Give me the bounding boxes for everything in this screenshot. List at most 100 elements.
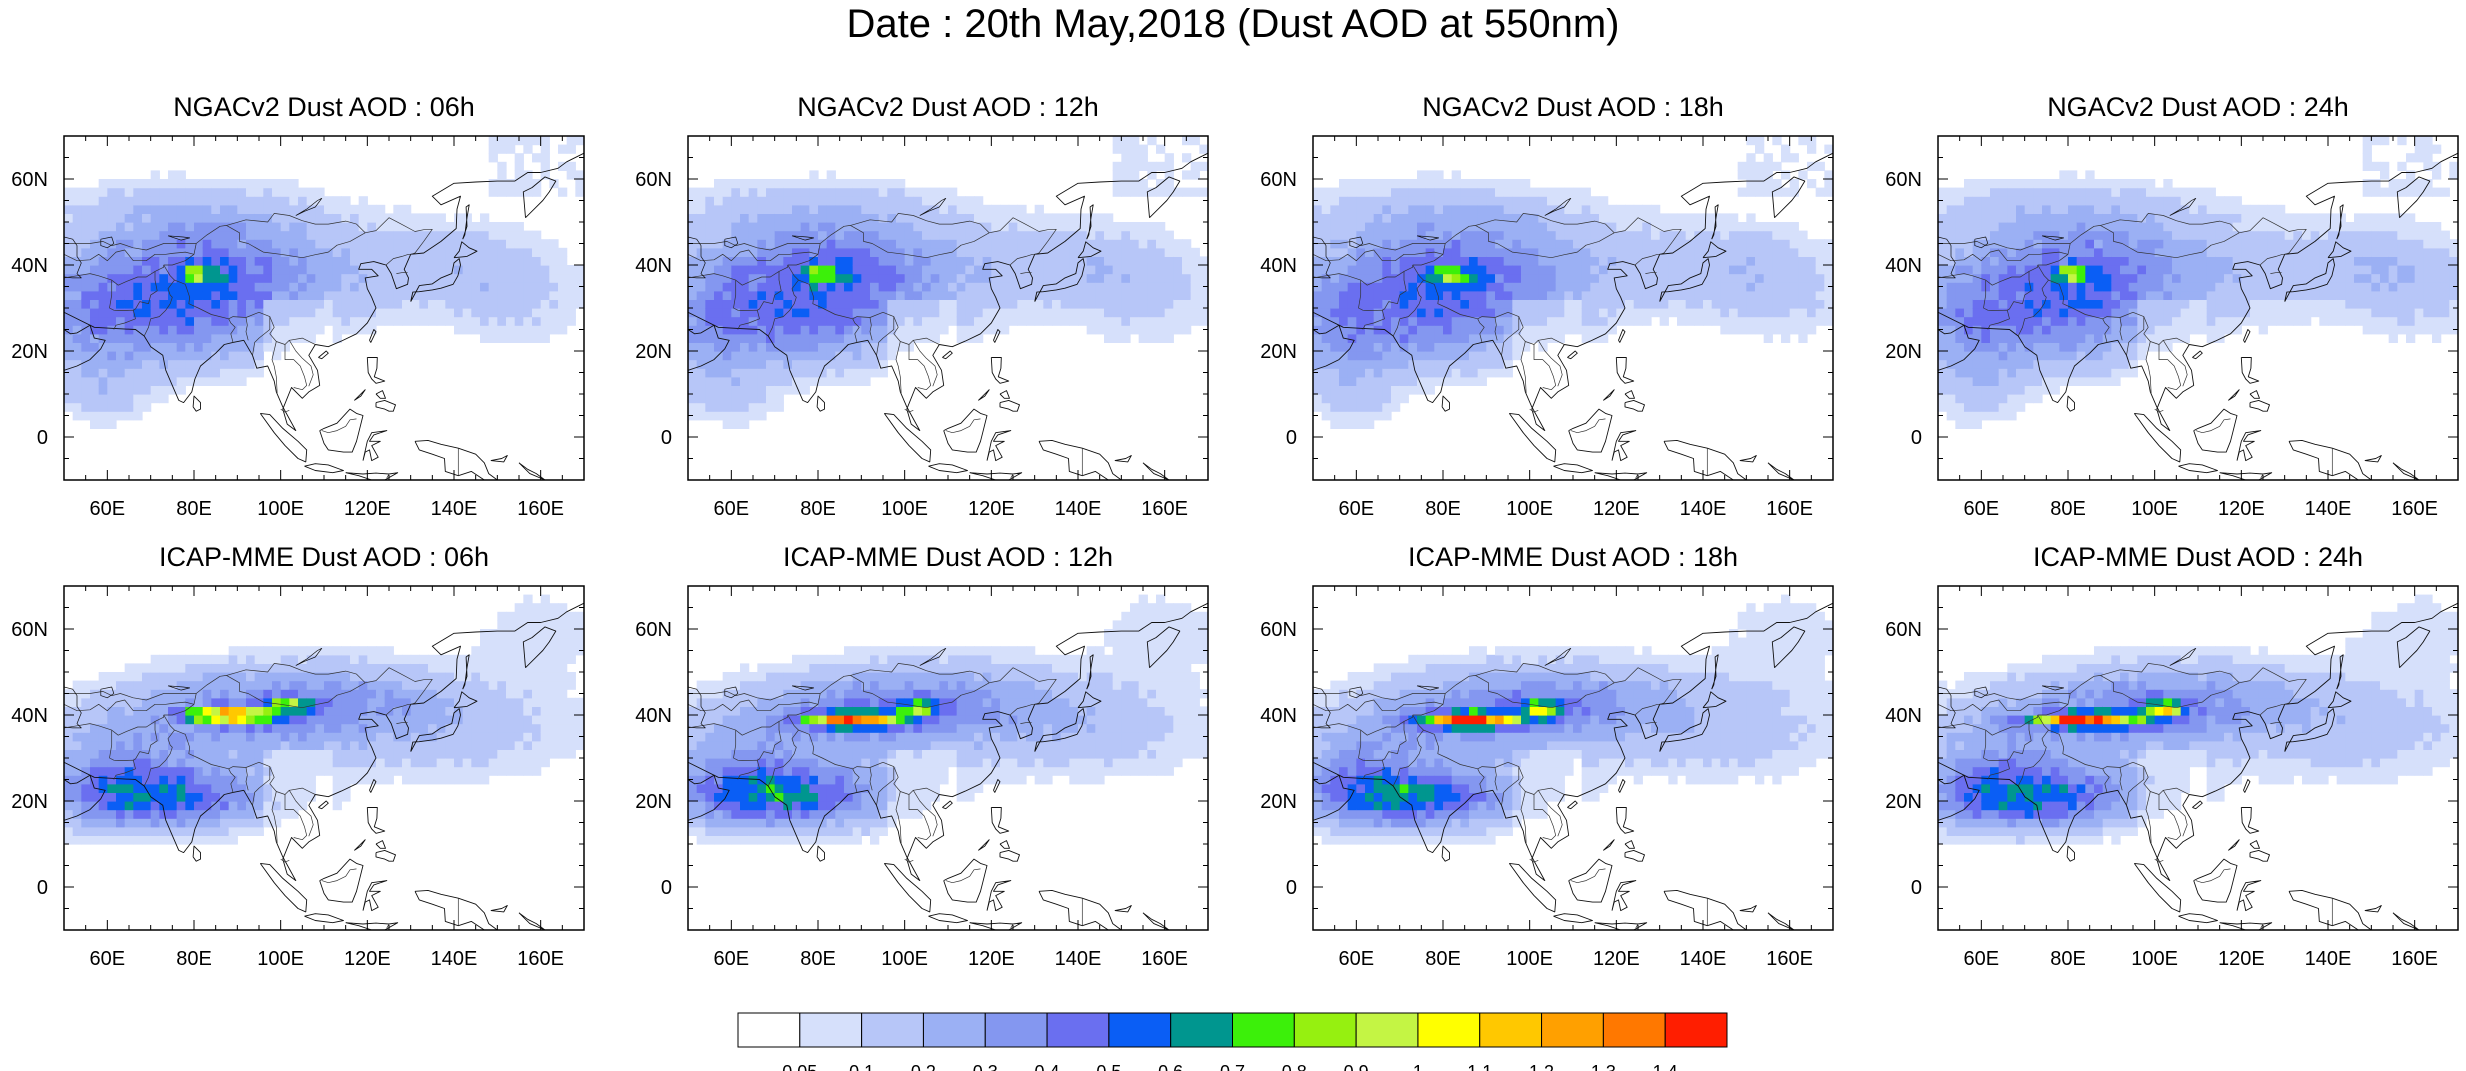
lat-tick-label: 40N <box>1260 705 1297 727</box>
colorbar-swatch <box>1293 1012 1357 1048</box>
lon-tick-label: 140E <box>1055 498 1102 520</box>
colorbar-swatch <box>737 1012 801 1048</box>
coastlines-borders <box>1313 602 1833 930</box>
dust-aod-map: 60E 80E 100E 120E 140E 160E 0 20N 40N 60N <box>1260 135 1834 520</box>
lat-tick-label: 60N <box>11 619 48 641</box>
lat-tick-label: 40N <box>11 705 48 727</box>
colorbar-swatch <box>922 1012 986 1048</box>
lon-tick-label: 160E <box>1141 948 1188 970</box>
colorbar-swatch <box>1602 1012 1666 1048</box>
panel-title: NGACv2 Dust AOD : 12h <box>797 92 1099 122</box>
lat-tick-label: 0 <box>661 427 672 449</box>
lat-tick-label: 20N <box>1885 791 1922 813</box>
coastlines-borders <box>64 602 584 930</box>
lat-tick-label: 0 <box>1286 427 1297 449</box>
coastlines-borders <box>688 152 1208 480</box>
lat-tick-label: 0 <box>37 877 48 899</box>
lon-tick-label: 120E <box>1593 948 1640 970</box>
map-panel: ICAP-MME Dust AOD : 24h 60E 80E 100E 120E 140… <box>1874 540 2459 970</box>
lon-tick-label: 140E <box>2305 498 2352 520</box>
colorbar-label: 1.4 <box>1653 1062 1678 1071</box>
lon-tick-label: 80E <box>176 948 212 970</box>
lat-tick-label: 20N <box>635 791 672 813</box>
lon-tick-label: 80E <box>800 498 836 520</box>
map-panel: NGACv2 Dust AOD : 06h 60E 80E 100E 120E 140E 1… <box>0 90 585 520</box>
lon-tick-label: 80E <box>1425 948 1461 970</box>
aod-field <box>1313 594 1833 845</box>
lon-tick-label: 160E <box>2391 498 2438 520</box>
lon-tick-label: 60E <box>1964 948 2000 970</box>
lat-tick-label: 20N <box>11 341 48 363</box>
colorbar-label: 0.8 <box>1282 1062 1307 1071</box>
colorbar-label: 0.9 <box>1344 1062 1369 1071</box>
lat-tick-label: 60N <box>635 619 672 641</box>
colorbar-swatch <box>1355 1012 1419 1048</box>
lon-tick-label: 120E <box>968 498 1015 520</box>
lat-tick-label: 0 <box>1286 877 1297 899</box>
map-panel: NGACv2 Dust AOD : 18h 60E 80E 100E 120E 140E 1… <box>1249 90 1834 520</box>
panel-title: NGACv2 Dust AOD : 06h <box>173 92 475 122</box>
lat-tick-label: 60N <box>635 169 672 191</box>
colorbar-label: 0.4 <box>1035 1062 1060 1071</box>
colorbar-label: 0.5 <box>1096 1062 1121 1071</box>
lat-tick-label: 20N <box>11 791 48 813</box>
coastlines-borders <box>688 602 1208 930</box>
lon-tick-label: 120E <box>968 948 1015 970</box>
lon-tick-label: 60E <box>714 498 750 520</box>
dust-aod-map: 60E 80E 100E 120E 140E 160E 0 20N 40N 60N <box>635 135 1209 520</box>
lon-tick-label: 160E <box>1141 498 1188 520</box>
lon-tick-label: 80E <box>2050 948 2086 970</box>
dust-aod-map: 60E 80E 100E 120E 140E 160E 0 20N 40N 60N <box>635 585 1209 970</box>
lat-tick-label: 0 <box>661 877 672 899</box>
colorbar-swatch <box>984 1012 1048 1048</box>
aod-field <box>1938 594 2458 845</box>
dust-aod-map: 60E 80E 100E 120E 140E 160E 0 20N 40N 60N <box>1885 585 2459 970</box>
colorbar-label: 0.2 <box>911 1062 936 1071</box>
lat-tick-label: 20N <box>1260 791 1297 813</box>
panel-title: ICAP-MME Dust AOD : 24h <box>2032 542 2364 572</box>
colorbar-label: 1 <box>1413 1062 1423 1071</box>
colorbar-label: 0.05 <box>782 1062 817 1071</box>
lat-tick-label: 40N <box>635 705 672 727</box>
panel-title: ICAP-MME Dust AOD : 18h <box>1407 542 1739 572</box>
lon-tick-label: 80E <box>800 948 836 970</box>
lon-tick-label: 80E <box>176 498 212 520</box>
panel-title: ICAP-MME Dust AOD : 12h <box>782 542 1114 572</box>
colorbar-label: 0.7 <box>1220 1062 1245 1071</box>
map-panel: ICAP-MME Dust AOD : 12h 60E 80E 100E 120E 140… <box>624 540 1209 970</box>
lon-tick-label: 100E <box>257 498 304 520</box>
lon-tick-label: 120E <box>2218 498 2265 520</box>
colorbar-label: 0.1 <box>849 1062 874 1071</box>
panel-title: ICAP-MME Dust AOD : 06h <box>158 542 490 572</box>
lon-tick-label: 100E <box>1506 498 1553 520</box>
lon-tick-label: 160E <box>517 948 564 970</box>
lat-tick-label: 60N <box>1885 169 1922 191</box>
lon-tick-label: 140E <box>1055 948 1102 970</box>
coastlines-borders <box>1938 152 2458 480</box>
lon-tick-label: 100E <box>881 498 928 520</box>
colorbar-swatch <box>1417 1012 1481 1048</box>
lon-tick-label: 140E <box>2305 948 2352 970</box>
lon-tick-label: 140E <box>1680 948 1727 970</box>
lon-tick-label: 120E <box>1593 498 1640 520</box>
lat-tick-label: 0 <box>1911 877 1922 899</box>
lon-tick-label: 60E <box>1964 498 2000 520</box>
lat-tick-label: 40N <box>11 255 48 277</box>
coastlines-borders <box>1313 152 1833 480</box>
lon-tick-label: 160E <box>1766 948 1813 970</box>
lon-tick-label: 60E <box>1339 498 1375 520</box>
map-panel: NGACv2 Dust AOD : 12h 60E 80E 100E 120E 140E 1… <box>624 90 1209 520</box>
lon-tick-label: 120E <box>344 948 391 970</box>
lat-tick-label: 60N <box>11 169 48 191</box>
lon-tick-label: 140E <box>431 498 478 520</box>
dust-aod-map: 60E 80E 100E 120E 140E 160E 0 20N 40N 60N <box>11 585 585 970</box>
lat-tick-label: 60N <box>1260 169 1297 191</box>
colorbar-label: 1.1 <box>1467 1062 1492 1071</box>
panel-title: NGACv2 Dust AOD : 18h <box>1422 92 1724 122</box>
lon-tick-label: 100E <box>881 948 928 970</box>
colorbar-swatch <box>1046 1012 1110 1048</box>
colorbar-label: 0.3 <box>973 1062 998 1071</box>
aod-field <box>1313 136 1833 429</box>
figure-title: Date : 20th May,2018 (Dust AOD at 550nm) <box>846 2 1620 46</box>
coastlines-borders <box>64 152 584 480</box>
